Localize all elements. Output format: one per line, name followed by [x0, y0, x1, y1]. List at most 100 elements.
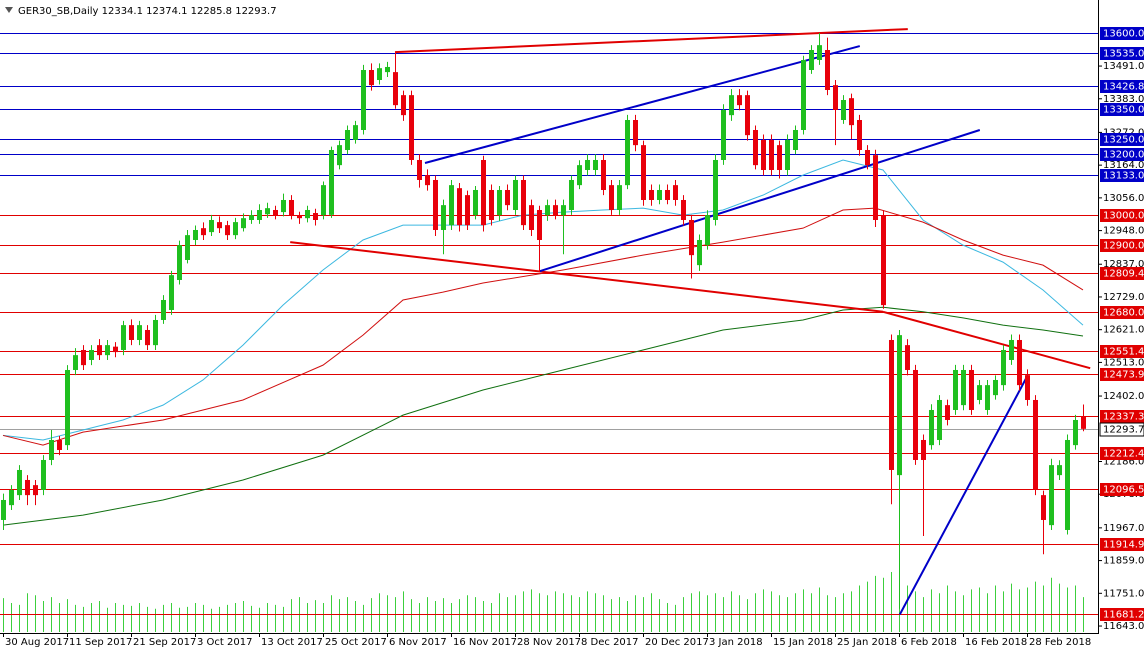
candle-body: [1065, 439, 1070, 530]
level-label: 13000.0: [1103, 211, 1144, 222]
candle-body: [233, 222, 238, 236]
x-tick-label: 30 Aug 2017: [5, 637, 69, 648]
moving-average: [2, 159, 1084, 441]
moving-average: [2, 306, 1084, 526]
candle-body: [825, 49, 830, 90]
candle-body: [529, 205, 534, 230]
level-label-box: [1100, 368, 1144, 381]
y-tick-label: 12621.0: [1103, 325, 1144, 336]
candle-body: [113, 346, 118, 353]
x-tick-label: 16 Feb 2018: [965, 637, 1027, 648]
candle-body: [561, 205, 566, 216]
trend-line: [424, 45, 861, 164]
candle-body: [665, 189, 670, 200]
trend-line: [539, 129, 981, 273]
candle-body: [769, 139, 774, 170]
candle-body: [697, 239, 702, 266]
candle-body: [409, 95, 414, 160]
candle-body: [545, 205, 550, 216]
candle-body: [705, 215, 710, 246]
candle-body: [353, 125, 358, 140]
candle-body: [689, 219, 694, 256]
candle-body: [9, 489, 14, 506]
candle-body: [313, 213, 318, 220]
level-label: 13600.0: [1103, 29, 1144, 40]
candle-body: [137, 325, 142, 340]
candle-body: [241, 218, 246, 229]
level-label-box: [1100, 169, 1144, 182]
candle-body: [361, 69, 366, 130]
level-label: 12680.0: [1103, 308, 1144, 319]
candle-body: [305, 209, 310, 219]
candle-body: [681, 199, 686, 220]
level-label-box: [1100, 447, 1144, 460]
candle-body: [457, 188, 462, 226]
candle-body: [969, 369, 974, 410]
candle-body: [89, 349, 94, 360]
candle-body: [617, 185, 622, 210]
candle-body: [321, 185, 326, 216]
candle-body: [129, 325, 134, 340]
candle-body: [537, 209, 542, 240]
trend-line: [882, 310, 1091, 370]
candle-body: [553, 205, 558, 216]
y-tick-label: 12729.0: [1103, 292, 1144, 303]
candle-body: [193, 229, 198, 240]
y-tick-label: 13383.0: [1103, 94, 1144, 105]
candle-body: [1033, 399, 1038, 490]
x-tick-label: 21 Sep 2017: [133, 637, 196, 648]
candle-body: [721, 109, 726, 160]
candle-body: [945, 405, 950, 420]
candle-body: [985, 385, 990, 410]
candle-body: [209, 219, 214, 233]
candle-body: [601, 159, 606, 190]
candle-body: [577, 165, 582, 186]
level-label-box: [1100, 239, 1144, 252]
candle-body: [1081, 416, 1086, 429]
candle-body: [393, 72, 398, 106]
level-label: 13200.0: [1103, 150, 1144, 161]
candle-body: [473, 189, 478, 216]
candle-body: [201, 228, 206, 236]
level-label: 12900.0: [1103, 241, 1144, 252]
candle-body: [737, 95, 742, 106]
candle-body: [785, 139, 790, 170]
candle-body: [993, 379, 998, 396]
level-label-box: [1100, 148, 1144, 161]
candle-body: [793, 129, 798, 150]
level-label-box: [1100, 209, 1144, 222]
candle-body: [497, 189, 502, 216]
candle-body: [297, 215, 302, 219]
level-label: 12212.4: [1103, 449, 1144, 460]
candle-body: [105, 345, 110, 356]
candle-body: [97, 345, 102, 356]
y-tick-label: 11751.0: [1103, 588, 1144, 599]
candle-body: [385, 66, 390, 73]
candle-body: [41, 459, 46, 490]
candle-body: [1009, 339, 1014, 360]
candle-body: [401, 95, 406, 116]
candle-body: [169, 275, 174, 310]
candle-body: [425, 175, 430, 186]
level-label-box: [1100, 133, 1144, 146]
candle-body: [289, 199, 294, 216]
candle-body: [657, 189, 662, 200]
candle-body: [33, 485, 38, 496]
candle-body: [833, 85, 838, 110]
candle-body: [1017, 339, 1022, 386]
candle-body: [505, 189, 510, 206]
candle-body: [889, 339, 894, 470]
candle-body: [337, 145, 342, 166]
candle-body: [641, 145, 646, 200]
x-tick-label: 3 Oct 2017: [197, 637, 252, 648]
candle-body: [145, 329, 150, 346]
candle-body: [569, 179, 574, 210]
last-price-label: 12293.7: [1103, 425, 1144, 436]
candle-body: [249, 215, 254, 220]
x-tick-label: 11 Sep 2017: [69, 637, 132, 648]
y-tick-label: 11967.0: [1103, 523, 1144, 534]
candle-body: [449, 185, 454, 226]
candle-body: [625, 119, 630, 186]
candle-body: [49, 439, 54, 460]
